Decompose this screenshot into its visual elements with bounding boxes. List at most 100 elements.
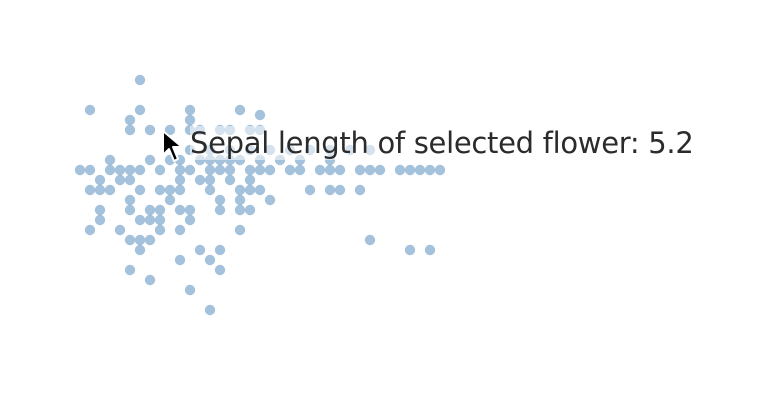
data-point[interactable] [94, 174, 106, 186]
data-point[interactable] [154, 204, 166, 216]
data-point[interactable] [244, 164, 256, 176]
data-point[interactable] [94, 214, 106, 226]
data-point[interactable] [154, 214, 166, 226]
data-point[interactable] [174, 184, 186, 196]
data-point[interactable] [404, 164, 416, 176]
data-point[interactable] [424, 164, 436, 176]
data-point[interactable] [94, 184, 106, 196]
data-point[interactable] [124, 174, 136, 186]
data-point[interactable] [264, 164, 276, 176]
data-point[interactable] [214, 164, 226, 176]
data-point[interactable] [194, 244, 206, 256]
data-point[interactable] [84, 164, 96, 176]
data-point[interactable] [114, 164, 126, 176]
data-point[interactable] [214, 194, 226, 206]
data-point[interactable] [204, 254, 216, 266]
data-point[interactable] [234, 204, 246, 216]
data-point[interactable] [424, 244, 436, 256]
data-point[interactable] [114, 174, 126, 186]
data-point[interactable] [164, 124, 176, 136]
data-point[interactable] [84, 224, 96, 236]
data-point[interactable] [214, 204, 226, 216]
data-point[interactable] [184, 284, 196, 296]
data-point[interactable] [104, 154, 116, 166]
data-point[interactable] [264, 194, 276, 206]
data-point[interactable] [354, 164, 366, 176]
data-point[interactable] [134, 164, 146, 176]
data-point[interactable] [254, 109, 266, 121]
data-point[interactable] [114, 224, 126, 236]
data-point[interactable] [144, 154, 156, 166]
data-point[interactable] [224, 164, 236, 176]
data-point[interactable] [94, 204, 106, 216]
data-point[interactable] [294, 164, 306, 176]
data-point[interactable] [104, 164, 116, 176]
data-point[interactable] [174, 204, 186, 216]
data-point[interactable] [284, 164, 296, 176]
data-point[interactable] [134, 74, 146, 86]
data-point[interactable] [124, 194, 136, 206]
data-point[interactable] [84, 184, 96, 196]
data-point[interactable] [144, 234, 156, 246]
data-point[interactable] [204, 164, 216, 176]
data-point[interactable] [224, 174, 236, 186]
data-point[interactable] [314, 164, 326, 176]
data-point[interactable] [184, 104, 196, 116]
data-point[interactable] [144, 124, 156, 136]
data-point[interactable] [184, 164, 196, 176]
data-point[interactable] [154, 224, 166, 236]
data-point[interactable] [174, 254, 186, 266]
data-point[interactable] [174, 164, 186, 176]
data-point[interactable] [214, 264, 226, 276]
data-point[interactable] [154, 184, 166, 196]
data-point[interactable] [244, 184, 256, 196]
data-point[interactable] [234, 194, 246, 206]
data-point[interactable] [74, 164, 86, 176]
data-point[interactable] [144, 204, 156, 216]
data-point[interactable] [194, 174, 206, 186]
data-point[interactable] [124, 264, 136, 276]
data-point[interactable] [404, 244, 416, 256]
data-point[interactable] [184, 214, 196, 226]
data-point[interactable] [154, 164, 166, 176]
data-point[interactable] [124, 164, 136, 176]
data-point[interactable] [234, 104, 246, 116]
data-point[interactable] [84, 104, 96, 116]
data-point[interactable] [254, 184, 266, 196]
data-point[interactable] [184, 114, 196, 126]
data-point[interactable] [204, 304, 216, 316]
data-point[interactable] [134, 104, 146, 116]
data-point[interactable] [304, 184, 316, 196]
data-point[interactable] [134, 214, 146, 226]
data-point[interactable] [134, 234, 146, 246]
data-point[interactable] [164, 194, 176, 206]
data-point[interactable] [144, 274, 156, 286]
data-point[interactable] [244, 174, 256, 186]
data-point[interactable] [364, 234, 376, 246]
data-point[interactable] [124, 114, 136, 126]
data-point[interactable] [134, 244, 146, 256]
data-point[interactable] [144, 214, 156, 226]
data-point[interactable] [174, 224, 186, 236]
data-point[interactable] [134, 184, 146, 196]
data-point[interactable] [204, 174, 216, 186]
data-point[interactable] [244, 204, 256, 216]
data-point[interactable] [434, 164, 446, 176]
data-point[interactable] [234, 184, 246, 196]
data-point[interactable] [104, 184, 116, 196]
data-point[interactable] [124, 204, 136, 216]
data-point[interactable] [364, 164, 376, 176]
data-point[interactable] [334, 164, 346, 176]
data-point[interactable] [394, 164, 406, 176]
data-point[interactable] [354, 184, 366, 196]
data-point[interactable] [234, 224, 246, 236]
data-point[interactable] [324, 184, 336, 196]
data-point[interactable] [334, 184, 346, 196]
data-point[interactable] [124, 234, 136, 246]
data-point[interactable] [184, 204, 196, 216]
data-point[interactable] [204, 184, 216, 196]
data-point[interactable] [414, 164, 426, 176]
data-point[interactable] [124, 124, 136, 136]
data-point[interactable] [254, 164, 266, 176]
data-point[interactable] [214, 244, 226, 256]
